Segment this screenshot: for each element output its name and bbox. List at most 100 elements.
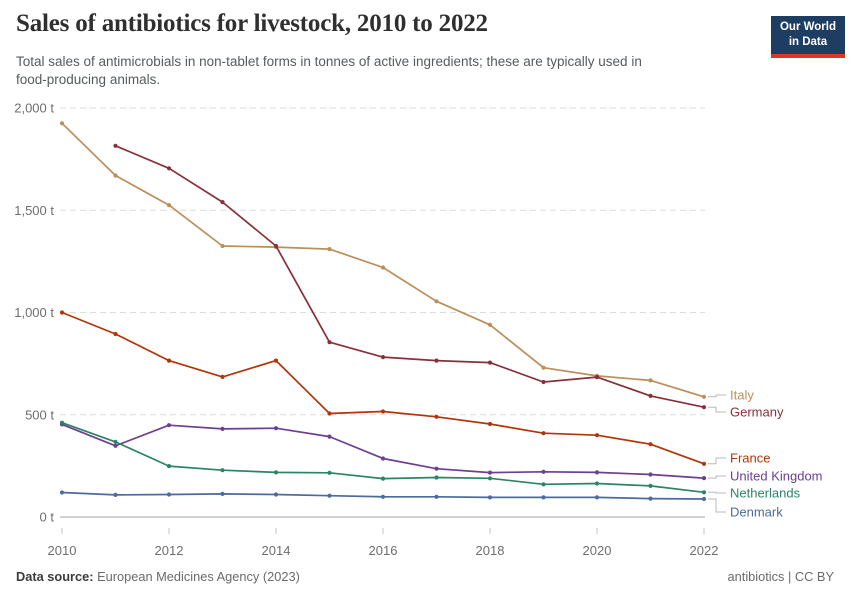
legend-connector-italy	[708, 394, 726, 398]
data-point-germany[interactable]	[220, 200, 225, 205]
data-point-denmark[interactable]	[59, 490, 65, 495]
data-point-united-kingdom[interactable]	[648, 472, 653, 477]
data-point-united-kingdom[interactable]	[273, 426, 279, 431]
data-point-united-kingdom[interactable]	[487, 470, 493, 475]
data-point-netherlands[interactable]	[380, 476, 386, 481]
data-point-germany[interactable]	[380, 355, 386, 360]
data-point-germany[interactable]	[273, 243, 279, 249]
x-axis-label-2022: 2022	[690, 543, 719, 558]
data-point-netherlands[interactable]	[701, 490, 707, 495]
data-point-netherlands[interactable]	[273, 470, 279, 475]
data-point-united-kingdom[interactable]	[220, 426, 225, 431]
legend-connector-netherlands	[708, 491, 726, 494]
legend-label-denmark[interactable]: Denmark	[730, 505, 783, 520]
data-point-france[interactable]	[220, 374, 225, 379]
data-point-denmark[interactable]	[487, 495, 493, 500]
data-point-italy[interactable]	[701, 394, 707, 399]
data-point-denmark[interactable]	[594, 495, 600, 500]
data-point-netherlands[interactable]	[327, 470, 332, 475]
data-point-france[interactable]	[113, 331, 118, 337]
legend-label-netherlands[interactable]: Netherlands	[730, 486, 801, 501]
x-axis-label-2014: 2014	[262, 543, 291, 558]
page-title: Sales of antibiotics for livestock, 2010…	[16, 10, 488, 37]
data-point-netherlands[interactable]	[487, 476, 493, 481]
data-point-italy[interactable]	[113, 173, 118, 178]
x-axis-label-2018: 2018	[476, 543, 505, 558]
data-point-denmark[interactable]	[380, 494, 386, 499]
legend-label-france[interactable]: France	[730, 451, 770, 466]
data-point-france[interactable]	[166, 358, 172, 363]
data-point-germany[interactable]	[166, 166, 172, 171]
data-point-germany[interactable]	[327, 340, 332, 345]
data-point-france[interactable]	[487, 421, 493, 427]
data-point-united-kingdom[interactable]	[541, 469, 546, 474]
data-point-germany[interactable]	[113, 143, 118, 148]
data-point-germany[interactable]	[594, 375, 600, 380]
data-point-italy[interactable]	[166, 203, 172, 208]
data-point-france[interactable]	[648, 442, 653, 447]
data-point-netherlands[interactable]	[434, 475, 439, 480]
data-point-united-kingdom[interactable]	[327, 434, 332, 439]
owid-logo-line-1: Our World	[779, 21, 836, 33]
data-point-denmark[interactable]	[273, 492, 279, 497]
data-point-germany[interactable]	[541, 379, 546, 385]
data-point-netherlands[interactable]	[220, 468, 225, 473]
data-point-denmark[interactable]	[166, 492, 172, 497]
data-point-denmark[interactable]	[434, 494, 439, 499]
data-point-denmark[interactable]	[327, 493, 332, 498]
data-point-france[interactable]	[701, 461, 707, 466]
data-point-italy[interactable]	[327, 247, 332, 252]
data-point-united-kingdom[interactable]	[380, 456, 386, 461]
data-point-denmark[interactable]	[220, 491, 225, 496]
legend-connector-france	[708, 457, 726, 465]
series-line-france[interactable]	[61, 311, 705, 465]
data-point-germany[interactable]	[487, 360, 493, 365]
series-line-germany[interactable]	[114, 144, 705, 409]
legend-label-germany[interactable]: Germany	[730, 405, 784, 420]
data-point-italy[interactable]	[220, 243, 225, 249]
legend-label-united-kingdom[interactable]: United Kingdom	[730, 469, 823, 484]
legend-connector-denmark	[708, 498, 726, 513]
data-point-united-kingdom[interactable]	[701, 476, 707, 481]
data-point-denmark[interactable]	[541, 495, 546, 500]
data-point-france[interactable]	[273, 358, 279, 363]
x-axis-label-2016: 2016	[369, 543, 398, 558]
data-point-france[interactable]	[327, 411, 332, 416]
data-point-netherlands[interactable]	[648, 483, 653, 488]
data-point-united-kingdom[interactable]	[434, 466, 439, 471]
data-point-italy[interactable]	[434, 299, 439, 304]
data-point-netherlands[interactable]	[113, 439, 118, 444]
data-point-denmark[interactable]	[701, 496, 707, 502]
data-point-germany[interactable]	[701, 405, 707, 410]
data-point-united-kingdom[interactable]	[113, 443, 118, 448]
data-point-italy[interactable]	[380, 265, 386, 270]
data-point-france[interactable]	[594, 433, 600, 438]
data-point-italy[interactable]	[648, 378, 653, 383]
data-point-france[interactable]	[380, 409, 386, 414]
data-point-germany[interactable]	[648, 393, 653, 398]
y-axis-label-500: 500 t	[25, 407, 54, 422]
owid-logo[interactable]: Our World in Data	[770, 16, 845, 58]
data-point-italy[interactable]	[487, 322, 493, 327]
y-axis-label-0: 0 t	[40, 510, 55, 525]
data-point-germany[interactable]	[434, 358, 439, 363]
data-point-france[interactable]	[541, 431, 546, 436]
data-point-denmark[interactable]	[648, 496, 653, 501]
data-point-france[interactable]	[434, 414, 439, 419]
series-line-united-kingdom[interactable]	[61, 423, 705, 479]
data-point-italy[interactable]	[541, 365, 546, 370]
license-link[interactable]: antibiotics | CC BY	[727, 569, 834, 584]
x-axis-label-2012: 2012	[155, 543, 184, 558]
data-point-netherlands[interactable]	[541, 482, 546, 487]
legend-connector-united-kingdom	[708, 475, 726, 479]
legend-label-italy[interactable]: Italy	[730, 388, 754, 403]
data-point-italy[interactable]	[59, 121, 65, 126]
data-point-netherlands[interactable]	[594, 481, 600, 486]
data-point-netherlands[interactable]	[166, 464, 172, 469]
data-point-denmark[interactable]	[113, 492, 118, 497]
data-point-united-kingdom[interactable]	[166, 423, 172, 428]
data-point-united-kingdom[interactable]	[594, 470, 600, 475]
data-point-netherlands[interactable]	[59, 420, 65, 425]
data-point-france[interactable]	[59, 310, 65, 315]
